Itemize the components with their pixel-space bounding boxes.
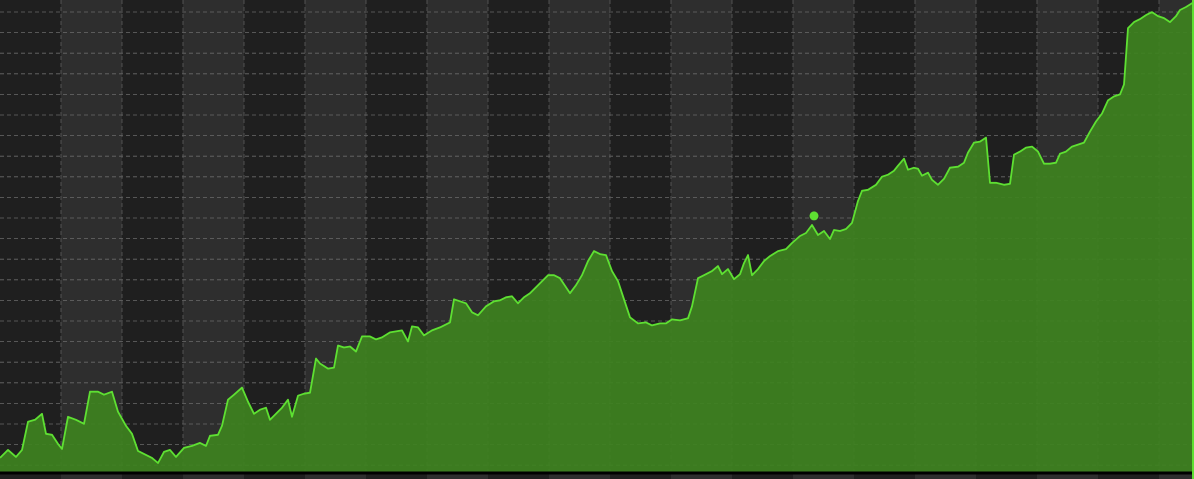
background-band — [244, 0, 305, 479]
series-line — [0, 1, 1194, 464]
background-band — [122, 0, 183, 479]
background-band — [0, 0, 61, 479]
data-point-marker[interactable] — [809, 211, 819, 221]
